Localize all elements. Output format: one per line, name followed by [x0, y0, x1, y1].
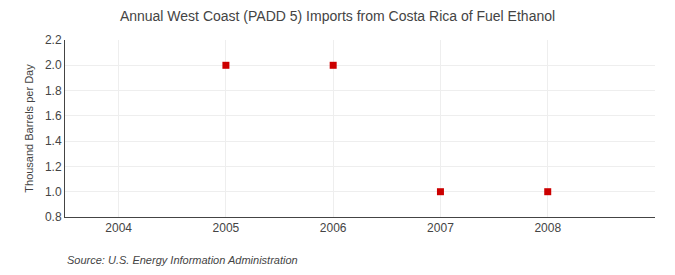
svg-text:2004: 2004 — [105, 221, 132, 235]
svg-text:2.2: 2.2 — [45, 33, 62, 47]
svg-text:2005: 2005 — [213, 221, 240, 235]
svg-text:0.8: 0.8 — [45, 210, 62, 224]
svg-text:Annual West Coast (PADD 5) Imp: Annual West Coast (PADD 5) Imports from … — [120, 8, 555, 24]
svg-text:1.4: 1.4 — [45, 134, 62, 148]
svg-text:2006: 2006 — [320, 221, 347, 235]
svg-text:1.0: 1.0 — [45, 185, 62, 199]
svg-text:2.0: 2.0 — [45, 58, 62, 72]
svg-text:Source: U.S. Energy Informatio: Source: U.S. Energy Information Administ… — [67, 254, 298, 266]
svg-text:1.6: 1.6 — [45, 109, 62, 123]
svg-text:Thousand Barrels per Day: Thousand Barrels per Day — [23, 64, 35, 193]
svg-text:1.2: 1.2 — [45, 160, 62, 174]
svg-text:1.8: 1.8 — [45, 84, 62, 98]
svg-text:2008: 2008 — [534, 221, 561, 235]
svg-text:2007: 2007 — [427, 221, 454, 235]
